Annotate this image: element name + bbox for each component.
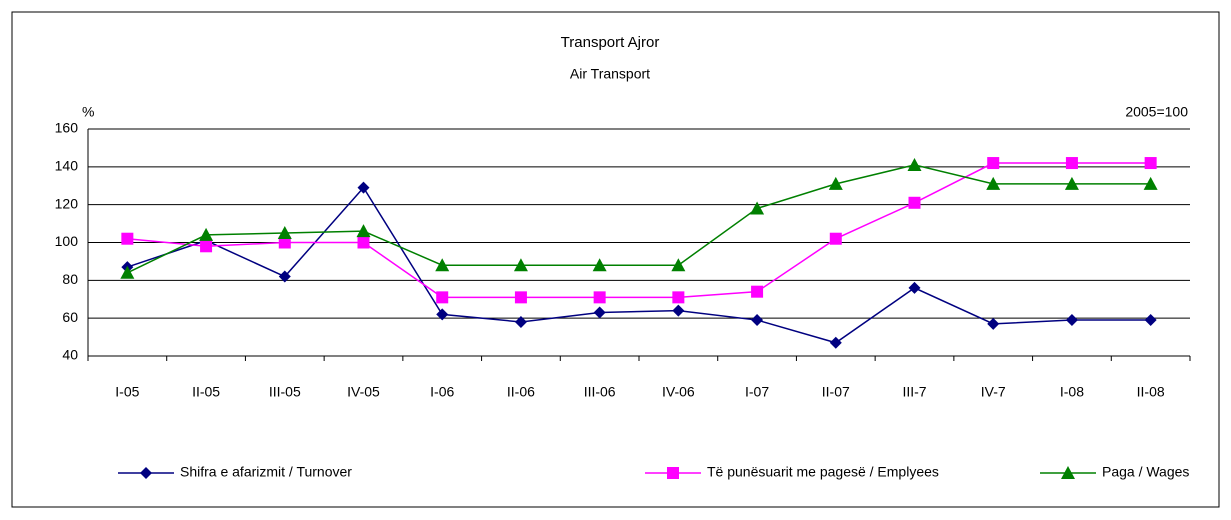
chart-title: Transport Ajror	[561, 34, 660, 51]
y-tick-label: 160	[55, 120, 79, 136]
marker	[514, 315, 527, 328]
marker	[278, 236, 291, 249]
series-line	[127, 186, 1151, 344]
annotation: 2005=100	[1125, 104, 1188, 120]
marker	[908, 281, 921, 294]
marker	[357, 181, 370, 194]
marker	[829, 232, 842, 245]
marker	[514, 291, 527, 304]
y-tick-label: 40	[62, 347, 78, 363]
marker	[750, 201, 765, 215]
legend-marker	[667, 467, 679, 479]
marker	[987, 157, 1000, 170]
marker	[829, 336, 842, 349]
y-tick-label: 60	[62, 309, 78, 325]
marker	[1144, 314, 1157, 327]
x-tick-label: IV-05	[347, 384, 380, 400]
x-tick-label: I-08	[1060, 384, 1084, 400]
y-unit: %	[82, 104, 94, 120]
legend-marker	[140, 467, 152, 479]
marker	[986, 176, 1001, 190]
marker	[513, 258, 528, 272]
x-tick-label: II-06	[507, 384, 535, 400]
marker	[672, 291, 685, 304]
y-tick-label: 140	[55, 158, 79, 174]
legend-marker	[1061, 466, 1075, 479]
marker	[751, 314, 764, 327]
marker	[356, 224, 371, 238]
marker	[1065, 314, 1078, 327]
x-tick-label: II-08	[1137, 384, 1165, 400]
marker	[593, 306, 606, 319]
marker	[987, 317, 1000, 330]
marker	[672, 304, 685, 317]
marker	[1064, 176, 1079, 190]
marker	[199, 227, 214, 241]
x-tick-label: II-07	[822, 384, 850, 400]
y-tick-label: 80	[62, 271, 78, 287]
x-tick-label: I-07	[745, 384, 769, 400]
legend-label: Shifra e afarizmit / Turnover	[180, 464, 352, 480]
series-line	[127, 162, 1151, 299]
marker	[671, 258, 686, 272]
x-tick-label: III-05	[269, 384, 301, 400]
x-tick-label: II-05	[192, 384, 220, 400]
x-tick-label: III-7	[902, 384, 926, 400]
marker	[277, 226, 292, 240]
marker	[593, 291, 606, 304]
x-tick-label: I-06	[430, 384, 454, 400]
marker	[357, 236, 370, 249]
legend-label: Të punësuarit me pagesë / Emplyees	[707, 464, 939, 480]
chart-frame	[11, 11, 1220, 508]
y-tick-label: 120	[55, 195, 79, 211]
marker	[120, 265, 135, 279]
marker	[1065, 157, 1078, 170]
marker	[435, 258, 450, 272]
marker	[592, 258, 607, 272]
x-tick-label: I-05	[115, 384, 139, 400]
marker	[200, 240, 213, 253]
y-tick-label: 100	[55, 233, 79, 249]
marker	[907, 157, 922, 171]
marker	[828, 176, 843, 190]
marker	[436, 308, 449, 321]
x-tick-label: IV-7	[981, 384, 1006, 400]
series-line	[127, 164, 1151, 274]
marker	[751, 285, 764, 298]
marker	[908, 196, 921, 209]
x-tick-label: IV-06	[662, 384, 695, 400]
chart-subtitle: Air Transport	[570, 66, 650, 82]
marker	[1144, 157, 1157, 170]
marker	[436, 291, 449, 304]
marker	[1143, 176, 1158, 190]
marker	[121, 232, 134, 245]
legend-label: Paga / Wages	[1102, 464, 1189, 480]
x-tick-label: III-06	[584, 384, 616, 400]
marker	[278, 270, 291, 283]
